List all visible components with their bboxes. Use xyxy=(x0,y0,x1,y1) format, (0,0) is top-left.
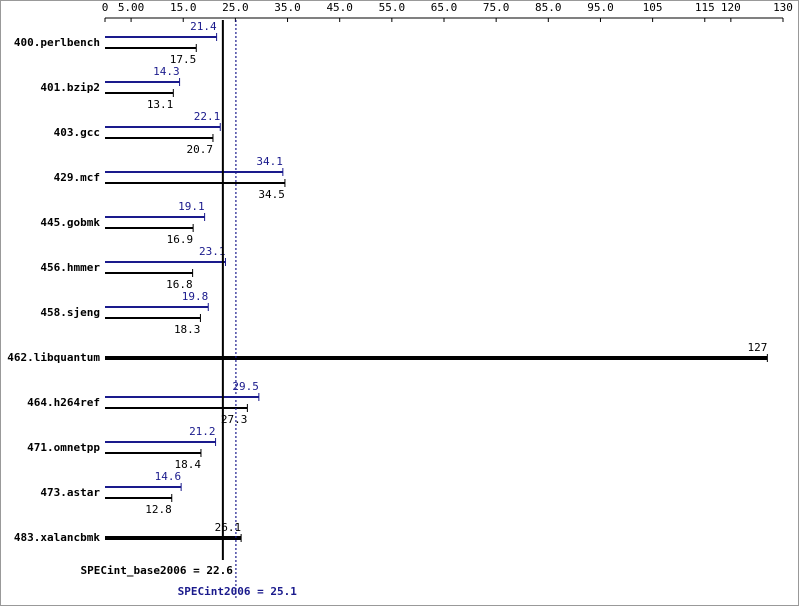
category-label: 471.omnetpp xyxy=(27,441,100,454)
bar xyxy=(105,452,201,454)
value-label: 19.1 xyxy=(178,200,205,213)
category-label: 403.gcc xyxy=(54,126,100,139)
x-tick-label: 55.0 xyxy=(379,1,406,14)
x-tick-label: 120 xyxy=(721,1,741,14)
value-label: 20.7 xyxy=(186,143,213,156)
bar xyxy=(105,36,217,38)
bar xyxy=(105,92,174,94)
bar xyxy=(105,486,182,488)
value-label: 14.6 xyxy=(155,470,182,483)
bar xyxy=(105,182,285,184)
value-label: 18.4 xyxy=(174,458,201,471)
bar xyxy=(105,227,194,229)
x-tick-label: 85.0 xyxy=(535,1,562,14)
value-label: 17.5 xyxy=(170,53,197,66)
bar xyxy=(105,407,248,409)
category-label: 462.libquantum xyxy=(7,351,100,364)
value-label: 14.3 xyxy=(153,65,180,78)
category-label: 400.perlbench xyxy=(14,36,100,49)
x-tick-label: 105 xyxy=(643,1,663,14)
category-label: 401.bzip2 xyxy=(40,81,100,94)
value-label: 18.3 xyxy=(174,323,201,336)
x-tick-label: 130 xyxy=(773,1,793,14)
x-tick-label: 0 xyxy=(102,1,109,14)
bar xyxy=(105,272,193,274)
category-label: 473.astar xyxy=(40,486,100,499)
value-label: 34.1 xyxy=(256,155,283,168)
x-tick-label: 5.00 xyxy=(118,1,145,14)
bar xyxy=(105,441,216,443)
value-label: 16.9 xyxy=(167,233,194,246)
value-label: 22.1 xyxy=(194,110,221,123)
value-label: 29.5 xyxy=(232,380,259,393)
bar xyxy=(105,306,209,308)
value-label: 127 xyxy=(747,341,767,354)
value-label: 26.1 xyxy=(215,521,242,534)
bar xyxy=(105,216,205,218)
category-label: 458.sjeng xyxy=(40,306,100,319)
x-tick-label: 75.0 xyxy=(483,1,510,14)
x-tick-label: 15.0 xyxy=(170,1,197,14)
bar xyxy=(105,81,180,83)
bar xyxy=(105,137,213,139)
value-label: 23.1 xyxy=(199,245,226,258)
bar xyxy=(105,356,768,360)
value-label: 16.8 xyxy=(166,278,193,291)
category-label: 456.hmmer xyxy=(40,261,100,274)
value-label: 19.8 xyxy=(182,290,209,303)
x-tick-label: 45.0 xyxy=(326,1,353,14)
value-label: 27.3 xyxy=(221,413,248,426)
x-tick-label: 65.0 xyxy=(431,1,458,14)
bar xyxy=(105,317,201,319)
value-label: 21.4 xyxy=(190,20,217,33)
value-label: 13.1 xyxy=(147,98,174,111)
value-label: 34.5 xyxy=(258,188,285,201)
category-label: 445.gobmk xyxy=(40,216,100,229)
bar xyxy=(105,126,221,128)
bar xyxy=(105,261,226,263)
reference-label: SPECint2006 = 25.1 xyxy=(178,585,298,598)
x-tick-label: 25.0 xyxy=(222,1,249,14)
value-label: 12.8 xyxy=(145,503,172,516)
reference-label: SPECint_base2006 = 22.6 xyxy=(81,564,234,577)
category-label: 429.mcf xyxy=(54,171,100,184)
bar xyxy=(105,497,172,499)
x-tick-label: 115 xyxy=(695,1,715,14)
category-label: 464.h264ref xyxy=(27,396,100,409)
category-label: 483.xalancbmk xyxy=(14,531,100,544)
bar xyxy=(105,536,242,540)
bar xyxy=(105,47,197,49)
x-tick-label: 95.0 xyxy=(587,1,614,14)
value-label: 21.2 xyxy=(189,425,216,438)
x-tick-label: 35.0 xyxy=(274,1,301,14)
bar xyxy=(105,171,283,173)
bar xyxy=(105,396,259,398)
